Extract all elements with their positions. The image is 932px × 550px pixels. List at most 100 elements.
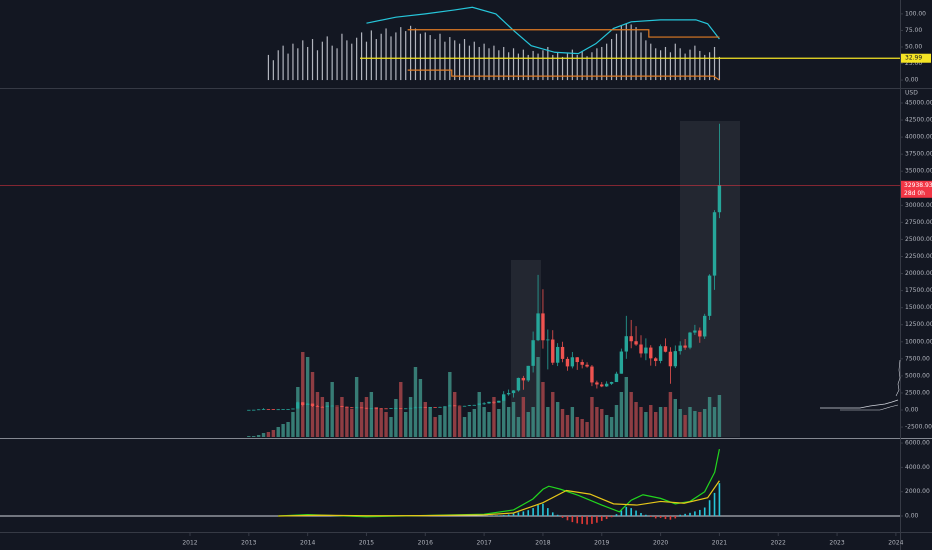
candle-body <box>624 336 628 352</box>
volume-bar <box>438 415 442 437</box>
indicator-bar <box>718 56 721 81</box>
volume-bar <box>266 432 271 437</box>
candle-body <box>506 393 511 395</box>
indicator-bar <box>414 28 417 81</box>
indicator-bar <box>522 49 524 81</box>
candle-body <box>703 315 707 337</box>
y-tick-label: 0.00 <box>905 513 919 520</box>
candle-body <box>315 406 320 407</box>
histogram-bar <box>630 508 632 517</box>
histogram-bar <box>620 510 623 517</box>
volume-bar <box>609 417 614 437</box>
indicator-bar <box>326 36 328 81</box>
candle-body <box>487 401 491 404</box>
candle-body <box>438 406 442 408</box>
volume-bar <box>541 382 545 437</box>
indicator-bar <box>689 49 691 81</box>
volume-bar <box>320 397 325 437</box>
projection-drawing <box>840 404 899 411</box>
candle-body <box>472 404 476 406</box>
candle-body <box>673 351 677 367</box>
volume-bar <box>359 402 364 437</box>
candle-body <box>374 408 378 410</box>
candle-body <box>678 345 682 352</box>
volume-bar <box>399 382 403 437</box>
volume-bar <box>546 407 550 437</box>
candle-body <box>369 408 374 410</box>
volume-bar <box>487 412 491 437</box>
histogram-bar <box>576 516 579 524</box>
volume-bar <box>604 415 609 437</box>
candle-body <box>600 384 604 387</box>
volume-bar <box>404 412 408 437</box>
volume-bar <box>565 415 570 437</box>
candle-body <box>252 409 256 411</box>
y-tick-label: 100.00 <box>905 10 926 17</box>
volume-bar <box>418 379 423 437</box>
indicator-bar <box>483 43 485 81</box>
x-tick-label: 2017 <box>476 540 491 547</box>
indicator-bar <box>360 32 363 81</box>
indicator-bar <box>439 33 441 81</box>
volume-bar <box>629 392 633 437</box>
volume-bar <box>413 367 418 437</box>
y-tick-label: 10000.00 <box>905 338 932 345</box>
volume-bar <box>457 407 462 437</box>
indicator-bar <box>576 54 578 81</box>
projection-drawing <box>820 399 899 409</box>
indicator-bar <box>664 46 667 81</box>
volume-bar <box>516 417 521 437</box>
indicator-bar <box>669 52 672 81</box>
candle-body <box>310 403 315 407</box>
countdown-label: 28d 0h <box>904 190 925 197</box>
candle-body <box>712 212 717 276</box>
indicator-bar <box>552 54 554 81</box>
candle-body <box>448 405 452 407</box>
histogram-bar <box>517 512 520 517</box>
candle-body <box>261 409 266 410</box>
volume-bar <box>707 397 712 437</box>
candle-body <box>291 408 295 410</box>
indicator-bar <box>370 30 372 81</box>
y-tick-label: 7500.00 <box>905 355 930 362</box>
histogram-bar <box>635 510 637 517</box>
indicator-bar <box>493 45 495 81</box>
volume-bar <box>644 412 648 437</box>
histogram-bar <box>527 510 530 517</box>
indicator-bar <box>478 46 480 81</box>
histogram-bar <box>689 512 691 517</box>
candle-body <box>335 405 339 407</box>
indicator-bar <box>287 53 289 81</box>
histogram-bar <box>600 516 603 521</box>
volume-bar <box>315 392 320 437</box>
indicator-bar <box>434 39 436 81</box>
candle-body <box>364 407 369 409</box>
candle-body <box>418 407 423 408</box>
x-tick-label: 2023 <box>829 540 844 547</box>
candle-body <box>595 382 599 385</box>
y-tick-label: 17500.00 <box>905 287 932 294</box>
histogram-bar <box>664 516 667 520</box>
indicator-bar <box>601 46 603 81</box>
histogram-bar <box>605 516 608 520</box>
volume-bar <box>477 392 481 437</box>
volume-bar <box>551 392 555 437</box>
volume-bar <box>624 377 628 437</box>
y-tick-label: 35000.00 <box>905 168 932 175</box>
x-tick-label: 2013 <box>241 540 256 547</box>
indicator-line <box>366 6 720 55</box>
volume-bar <box>506 407 511 437</box>
histogram-bar <box>669 516 672 520</box>
candle-body <box>511 390 516 394</box>
candle-body <box>325 405 329 407</box>
y-tick-label: 50.00 <box>905 43 922 50</box>
indicator-bar <box>351 43 353 81</box>
y-tick-label: 15000.00 <box>905 304 932 311</box>
indicator-bar <box>704 54 706 81</box>
y-tick-label: 25.00 <box>905 60 922 67</box>
histogram-bar <box>596 516 598 523</box>
indicator-bar <box>267 54 270 81</box>
indicator-bar <box>468 45 471 81</box>
volume-bar <box>580 419 584 437</box>
indicator-bar <box>458 43 461 81</box>
